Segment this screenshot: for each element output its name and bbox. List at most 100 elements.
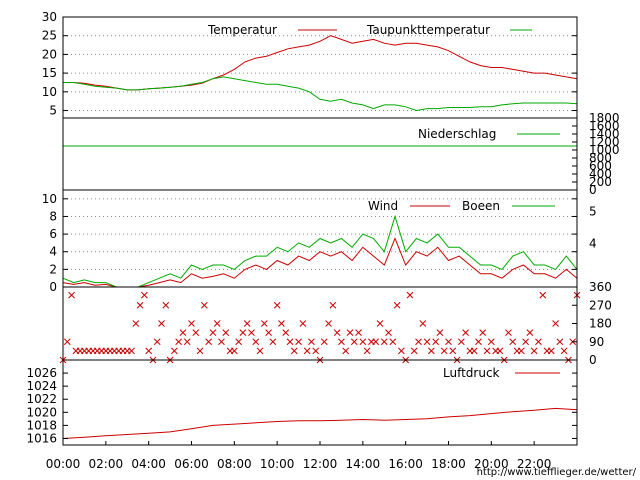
wind-direction-marker: [445, 338, 452, 346]
wind-direction-marker: [423, 338, 431, 346]
marker-stroke: [440, 347, 448, 355]
wind-direction-marker: [505, 329, 512, 336]
x-tick-label: 12:00: [303, 457, 338, 471]
legend-label-wind: Wind: [368, 199, 398, 213]
marker-stroke: [363, 347, 371, 355]
wind-direction-marker: [290, 347, 298, 355]
source-url: http://www.tiefflieger.de/wetter/: [477, 467, 637, 478]
marker-stroke: [406, 291, 414, 299]
marker-stroke: [175, 338, 183, 346]
wind-direction-marker: [406, 291, 414, 299]
marker-stroke: [303, 347, 311, 355]
panel-4-tick-label: 270: [589, 298, 612, 312]
wind-direction-marker: [355, 329, 362, 336]
wind-direction-marker: [256, 347, 264, 355]
series-line-wind: [62, 237, 578, 288]
panel-5-tick-label: 1016: [26, 431, 57, 445]
wind-direction-marker: [188, 320, 195, 327]
marker-stroke: [547, 347, 555, 355]
wind-direction-marker: [475, 338, 482, 346]
marker-stroke: [470, 347, 478, 355]
marker-stroke: [410, 347, 418, 355]
wind-direction-marker: [260, 320, 268, 327]
marker-stroke: [530, 347, 538, 355]
wind-direction-marker: [410, 347, 418, 355]
wind-direction-marker: [333, 329, 341, 336]
wind-direction-marker: [218, 338, 225, 346]
marker-stroke: [295, 338, 302, 346]
marker-stroke: [556, 338, 564, 346]
marker-stroke: [128, 347, 135, 355]
marker-stroke: [346, 329, 354, 336]
marker-stroke: [179, 329, 187, 336]
wind-direction-marker: [141, 291, 148, 299]
marker-stroke: [372, 338, 380, 346]
wind-direction-marker: [530, 347, 538, 355]
x-tick-label: 14:00: [346, 457, 381, 471]
wind-direction-marker: [419, 320, 427, 327]
panel-2-tick-label: 1200: [589, 135, 620, 149]
wind-direction-marker: [457, 338, 465, 346]
wind-direction-marker: [299, 320, 307, 327]
wind-direction-marker: [230, 347, 238, 355]
wind-direction-marker: [376, 320, 384, 327]
x-tick-label: 16:00: [388, 457, 423, 471]
wind-direction-marker: [200, 301, 208, 309]
tick-layer: 5101520253002004006008001000120014001600…: [26, 10, 619, 471]
marker-stroke: [428, 347, 435, 355]
wind-direction-marker: [132, 320, 140, 327]
marker-stroke: [132, 320, 140, 327]
marker-stroke: [505, 329, 512, 336]
marker-stroke: [260, 320, 268, 327]
wind-direction-marker: [415, 338, 422, 346]
marker-stroke: [243, 320, 251, 327]
marker-stroke: [205, 338, 212, 346]
marker-stroke: [256, 347, 264, 355]
series-line-luftdruck: [62, 407, 578, 439]
marker-stroke: [308, 338, 315, 346]
wind-direction-marker: [243, 320, 251, 327]
wind-direction-marker: [209, 329, 217, 336]
panel-5-tick-label: 1022: [26, 392, 57, 406]
panel-2-tick-label: 600: [589, 159, 612, 173]
marker-stroke: [483, 347, 491, 355]
marker-stroke: [457, 338, 465, 346]
x-tick-label: 22:00: [517, 457, 552, 471]
x-tick-label: 08:00: [217, 457, 252, 471]
wind-direction-marker: [389, 338, 397, 346]
wind-direction-marker: [235, 338, 242, 346]
legend-label-niederschlag: Niederschlag: [418, 127, 496, 141]
wind-direction-marker: [346, 329, 354, 336]
wind-direction-marker: [552, 320, 559, 327]
marker-stroke: [423, 338, 431, 346]
marker-stroke: [230, 347, 238, 355]
wind-direction-marker: [483, 347, 491, 355]
marker-stroke: [188, 320, 195, 327]
marker-stroke: [63, 338, 71, 346]
wind-direction-marker: [320, 338, 328, 346]
marker-stroke: [389, 338, 397, 346]
wind-direction-marker: [509, 338, 517, 346]
marker-stroke: [445, 338, 452, 346]
wind-direction-marker: [329, 301, 337, 309]
panel-3-tick-label: 4: [49, 245, 57, 259]
marker-stroke: [338, 338, 345, 346]
wind-direction-marker: [128, 347, 135, 355]
wind-direction-marker: [432, 338, 440, 346]
panel-4-tick-label: 360: [589, 280, 612, 294]
marker-stroke: [299, 320, 307, 327]
marker-stroke: [509, 338, 517, 346]
wind-direction-marker: [517, 347, 525, 355]
marker-stroke: [248, 329, 255, 336]
marker-stroke: [415, 338, 422, 346]
wind-direction-marker: [273, 301, 281, 309]
wind-direction-marker: [136, 301, 144, 309]
marker-stroke: [320, 338, 328, 346]
marker-stroke: [290, 347, 298, 355]
marker-stroke: [526, 329, 534, 336]
wind-direction-marker: [252, 338, 260, 346]
series-line-taupunkttemperatur: [63, 76, 578, 112]
marker-stroke: [522, 338, 529, 346]
panel-2-tick-label: 800: [589, 151, 612, 165]
wind-direction-marker: [393, 301, 401, 309]
